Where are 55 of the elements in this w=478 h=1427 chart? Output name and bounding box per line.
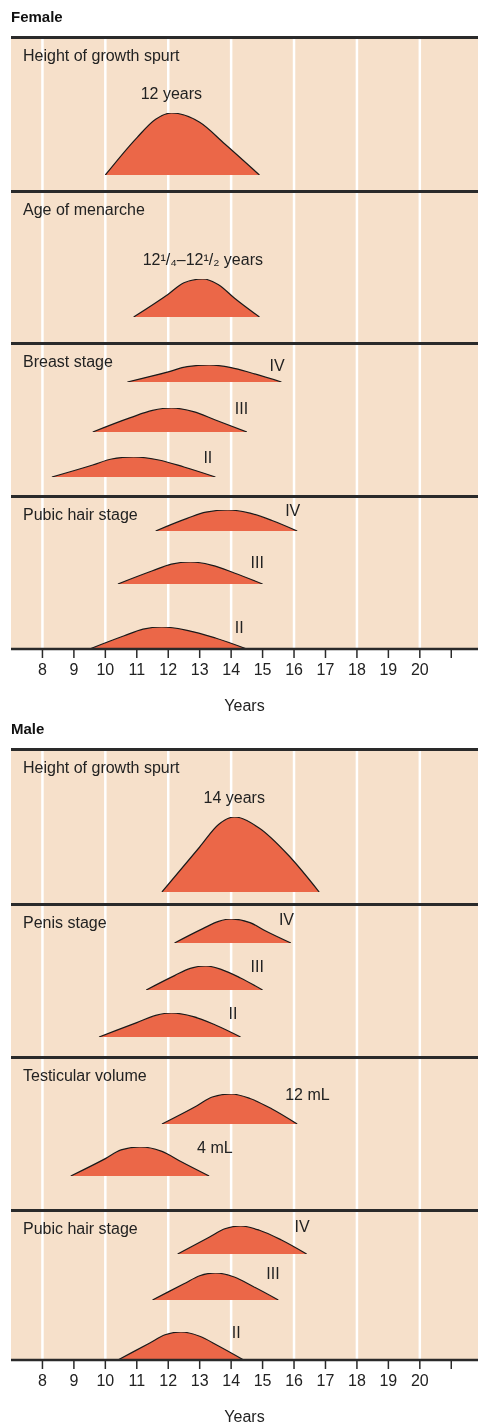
x-tick-label: 8 [37, 661, 47, 679]
x-tick-label: 17 [316, 661, 335, 679]
x-tick-label: 9 [69, 661, 79, 679]
x-tick-label: 19 [379, 661, 398, 679]
chart-subtitle: Testicular volume [23, 1066, 147, 1086]
x-tick-label: 14 [222, 1372, 241, 1390]
x-tick-label: 17 [316, 1372, 335, 1390]
x-axis-title: Years [224, 697, 265, 714]
series-label: IV [285, 502, 301, 519]
series-label: III [250, 554, 264, 571]
chart-title: Female [11, 8, 63, 25]
series-label: IV [294, 1218, 311, 1235]
chart-subtitle: Height of growth spurt [23, 758, 180, 778]
x-tick-label: 18 [348, 1372, 366, 1390]
x-axis-title: Years [224, 1408, 265, 1425]
x-tick-label: 8 [37, 1372, 47, 1390]
x-tick-label: 12 [159, 661, 178, 679]
annotation: 12¹/₄–12¹/₂ years [142, 251, 264, 268]
series-label: II [234, 619, 244, 636]
series-label: 4 mL [197, 1139, 233, 1156]
x-tick-label: 15 [253, 661, 272, 679]
series-label: 12 mL [285, 1086, 330, 1103]
x-tick-label: 16 [285, 1372, 304, 1390]
series-label: IV [269, 357, 285, 374]
x-tick-label: 11 [128, 661, 146, 679]
series-label: II [228, 1005, 238, 1022]
chart-subtitle: Height of growth spurt [23, 46, 180, 66]
x-tick-label: 10 [96, 1372, 115, 1390]
x-tick-label: 19 [379, 1372, 398, 1390]
annotation: 12 years [140, 85, 203, 102]
series-label: III [234, 400, 249, 417]
series-label: III [250, 958, 264, 975]
series-label: II [231, 1324, 241, 1341]
x-tick-label: 9 [69, 1372, 79, 1390]
chart-subtitle: Pubic hair stage [23, 505, 138, 525]
chart-title: Male [11, 720, 45, 737]
chart-subtitle: Pubic hair stage [23, 1219, 138, 1239]
series-label: IV [278, 911, 295, 928]
x-tick-label: 13 [190, 661, 209, 679]
chart-subtitle: Breast stage [23, 352, 113, 372]
x-tick-label: 20 [410, 661, 429, 679]
chart-subtitle: Age of menarche [23, 200, 145, 220]
x-tick-label: 10 [96, 661, 115, 679]
x-tick-label: 16 [285, 661, 304, 679]
x-tick-label: 13 [190, 1372, 209, 1390]
x-tick-label: 12 [159, 1372, 178, 1390]
x-tick-label: 14 [222, 661, 241, 679]
x-tick-label: 20 [410, 1372, 429, 1390]
series-label: III [266, 1265, 280, 1282]
x-tick-label: 15 [253, 1372, 272, 1390]
annotation: 14 years [203, 789, 265, 806]
x-tick-label: 11 [128, 1372, 146, 1390]
x-tick-label: 18 [348, 661, 366, 679]
series-label: II [203, 449, 213, 466]
chart-subtitle: Penis stage [23, 913, 107, 933]
